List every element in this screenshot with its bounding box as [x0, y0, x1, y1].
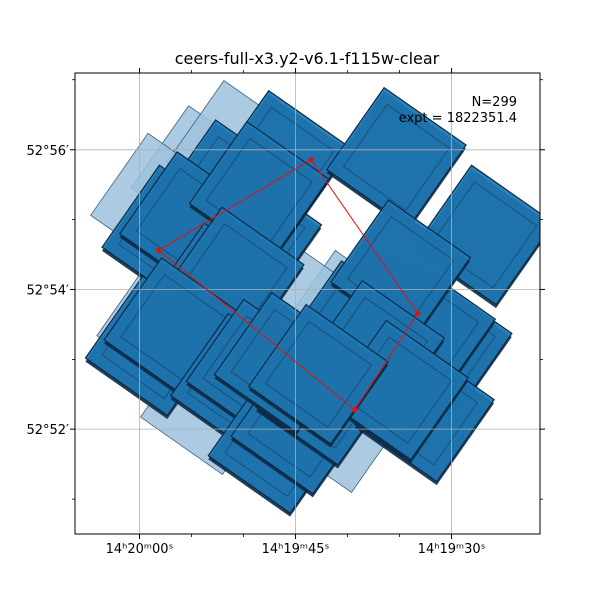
axes-frame	[74, 72, 541, 535]
tick-layer: 14ʰ20ᵐ00ˢ 14ʰ19ᵐ45ˢ 14ʰ19ᵐ30ˢ 52°56′ 52°54′ 5…	[26, 68, 545, 557]
x-tick-label: 14ʰ19ᵐ30ˢ	[418, 542, 486, 557]
exposure-annotation: expt = 1822351.4	[399, 111, 517, 126]
outline-vertex	[352, 407, 358, 413]
count-annotation: N=299	[472, 95, 517, 110]
chart-title: ceers-full-x3.y2-v6.1-f115w-clear	[175, 49, 440, 68]
outline-vertex	[415, 310, 421, 316]
footprint-inner-square	[264, 320, 373, 428]
y-tick-label: 52°52′	[26, 423, 69, 438]
outline-vertex	[308, 157, 314, 163]
x-tick-label: 14ʰ19ᵐ45ˢ	[262, 542, 330, 557]
footprint-inner-square	[342, 103, 451, 211]
y-tick-label: 52°56′	[26, 144, 69, 159]
y-tick-label: 52°54′	[26, 283, 69, 298]
footprint	[325, 86, 467, 231]
outline-vertex	[156, 247, 162, 253]
footprint-layer	[84, 80, 540, 517]
footprint-square	[325, 86, 467, 228]
x-tick-label: 14ʰ20ᵐ00ˢ	[106, 542, 174, 557]
outline-layer	[156, 157, 421, 413]
grid-layer	[75, 73, 540, 534]
